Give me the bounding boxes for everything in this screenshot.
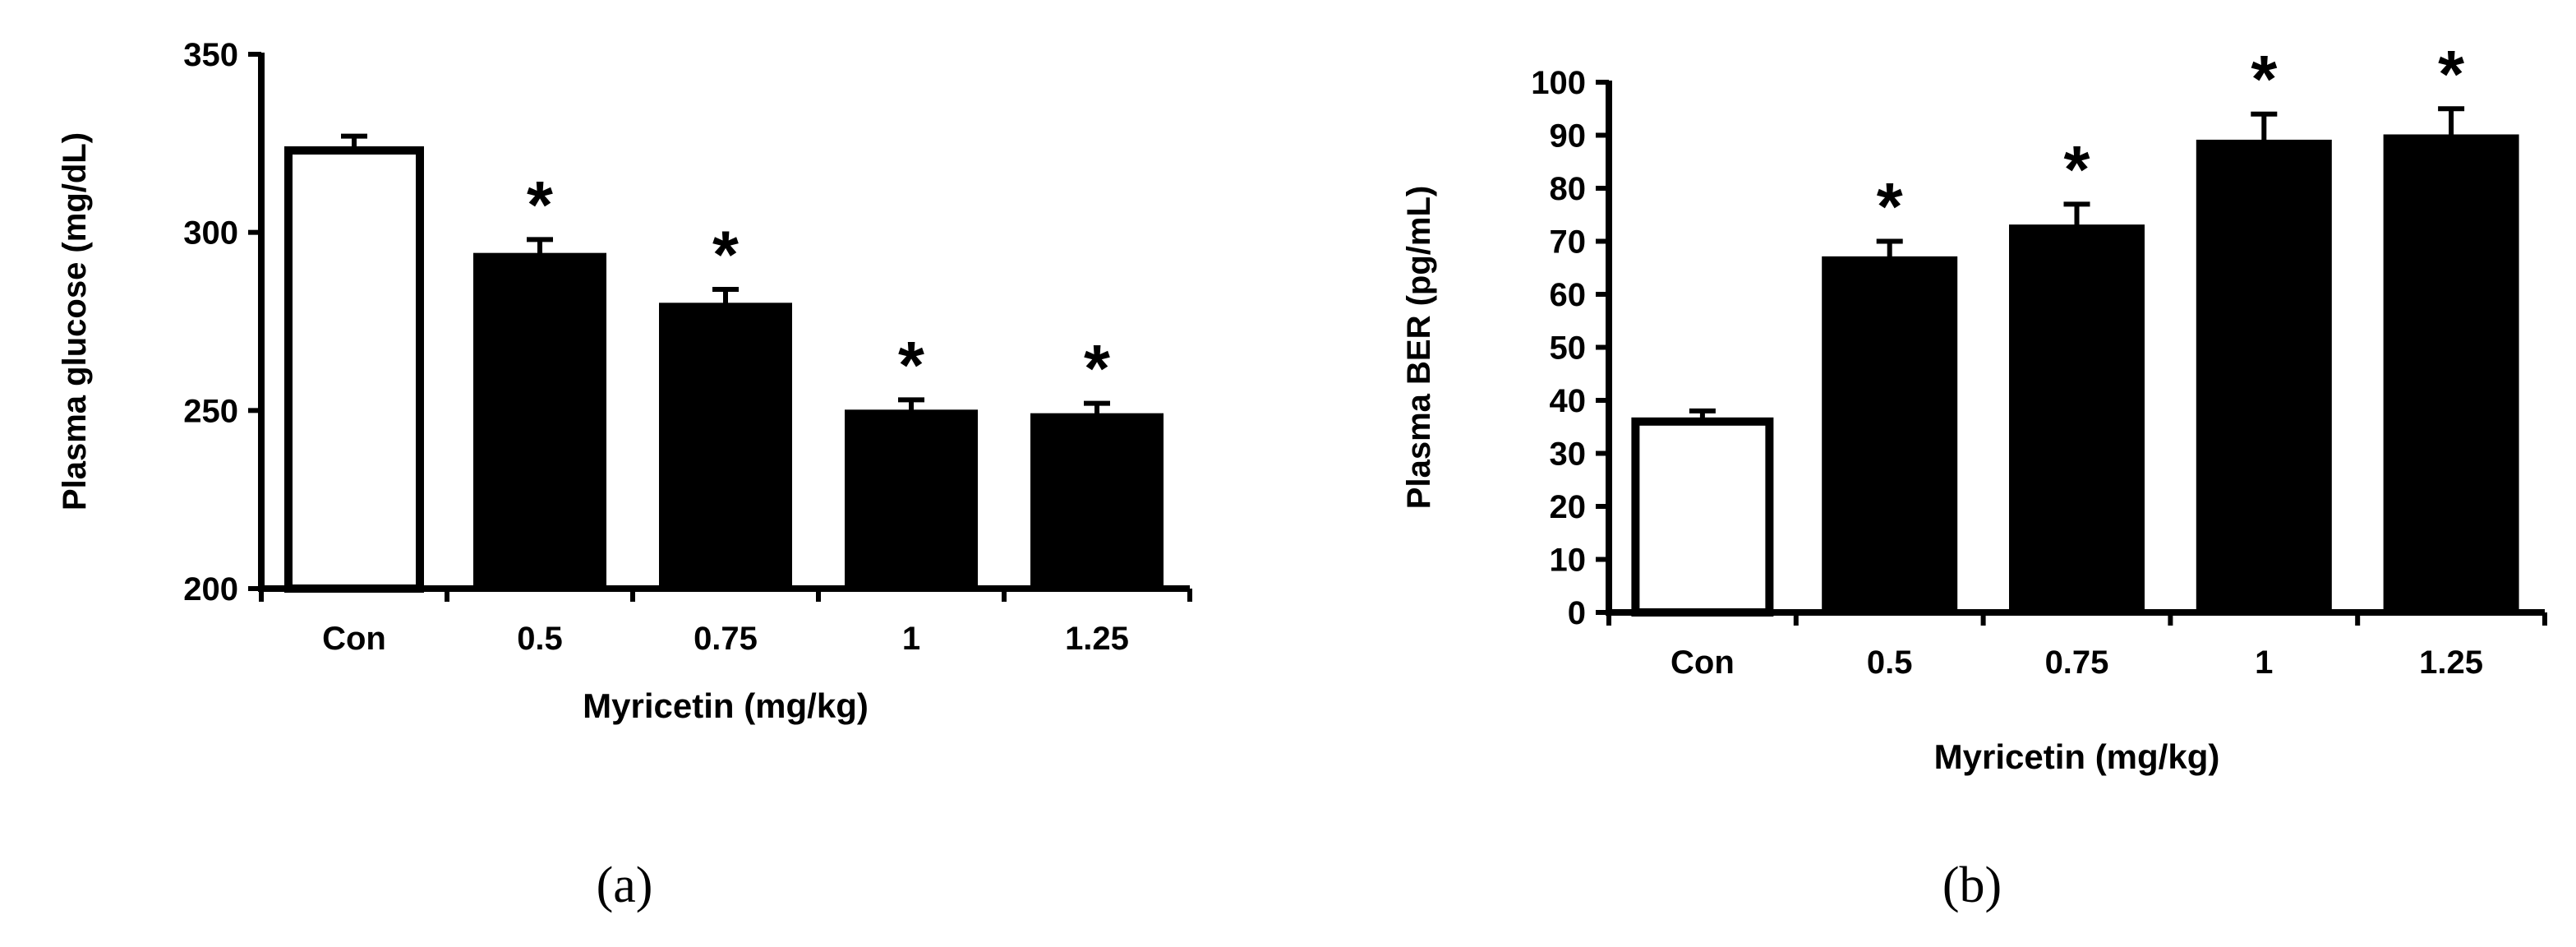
y-tick-label: 60 bbox=[1550, 277, 1587, 313]
y-tick-label: 300 bbox=[183, 215, 238, 252]
x-axis-label: Myricetin (mg/kg) bbox=[583, 686, 869, 725]
x-tick-label: 1 bbox=[902, 621, 920, 657]
bar-0.5 bbox=[473, 252, 606, 589]
y-axis-label: Plasma BER (pg/mL) bbox=[1401, 186, 1437, 509]
x-tick-label: 1.25 bbox=[2419, 644, 2483, 681]
x-tick-label: Con bbox=[1670, 644, 1735, 681]
panel-label: (b) bbox=[1942, 857, 2002, 913]
bar-1.25 bbox=[2383, 134, 2519, 613]
significance-marker: * bbox=[2251, 43, 2277, 118]
y-tick-label: 70 bbox=[1550, 224, 1587, 261]
bar-1 bbox=[845, 409, 978, 590]
y-tick-label: 350 bbox=[183, 37, 238, 73]
y-tick-label: 40 bbox=[1550, 383, 1587, 419]
y-tick-label: 90 bbox=[1550, 118, 1587, 155]
y-tick-label: 250 bbox=[183, 393, 238, 429]
significance-marker: * bbox=[527, 168, 553, 243]
significance-marker: * bbox=[898, 328, 924, 403]
significance-marker: * bbox=[2064, 132, 2090, 207]
y-tick-label: 50 bbox=[1550, 330, 1587, 367]
x-tick-label: 1.25 bbox=[1065, 621, 1129, 657]
bar-1.25 bbox=[1030, 413, 1164, 589]
x-tick-label: 1 bbox=[2255, 644, 2273, 681]
y-tick-label: 20 bbox=[1550, 489, 1587, 525]
x-tick-label: 0.5 bbox=[1867, 644, 1913, 681]
panel-b-ber-chart: 0 10 20 30 40 50 60 70 80 90 100 Con * 0.5 * 0.75 * 1 * 1.2… bbox=[1401, 37, 2547, 913]
y-tick-label: 80 bbox=[1550, 171, 1587, 207]
x-tick-label: 0.75 bbox=[2045, 644, 2109, 681]
y-axis-label: Plasma glucose (mg/dL) bbox=[57, 132, 93, 510]
panel-label: (a) bbox=[597, 857, 653, 913]
y-tick-label: 100 bbox=[1531, 65, 1586, 101]
significance-marker: * bbox=[1084, 332, 1110, 407]
x-tick-label: 0.5 bbox=[517, 621, 563, 657]
bar-0.5 bbox=[1822, 256, 1958, 613]
x-axis-label: Myricetin (mg/kg) bbox=[1934, 737, 2220, 776]
bar-1 bbox=[2196, 139, 2332, 613]
bar-Con bbox=[1631, 417, 1774, 617]
y-tick-label: 10 bbox=[1550, 543, 1587, 579]
significance-marker: * bbox=[712, 218, 739, 293]
y-tick-label: 30 bbox=[1550, 437, 1587, 473]
significance-marker: * bbox=[2438, 37, 2464, 112]
bar-0.75 bbox=[659, 303, 792, 589]
y-tick-label: 0 bbox=[1568, 595, 1586, 631]
x-tick-label: Con bbox=[322, 621, 386, 657]
bar-Con bbox=[284, 146, 424, 593]
significance-marker: * bbox=[1877, 170, 1903, 245]
panel-a-glucose-chart: 200 250 300 350 Con * 0.5 * 0.75 * 1 * 1.25 Myricetin… bbox=[57, 37, 1192, 913]
bar-0.75 bbox=[2009, 224, 2145, 613]
y-tick-label: 200 bbox=[183, 571, 238, 607]
x-tick-label: 0.75 bbox=[694, 621, 758, 657]
